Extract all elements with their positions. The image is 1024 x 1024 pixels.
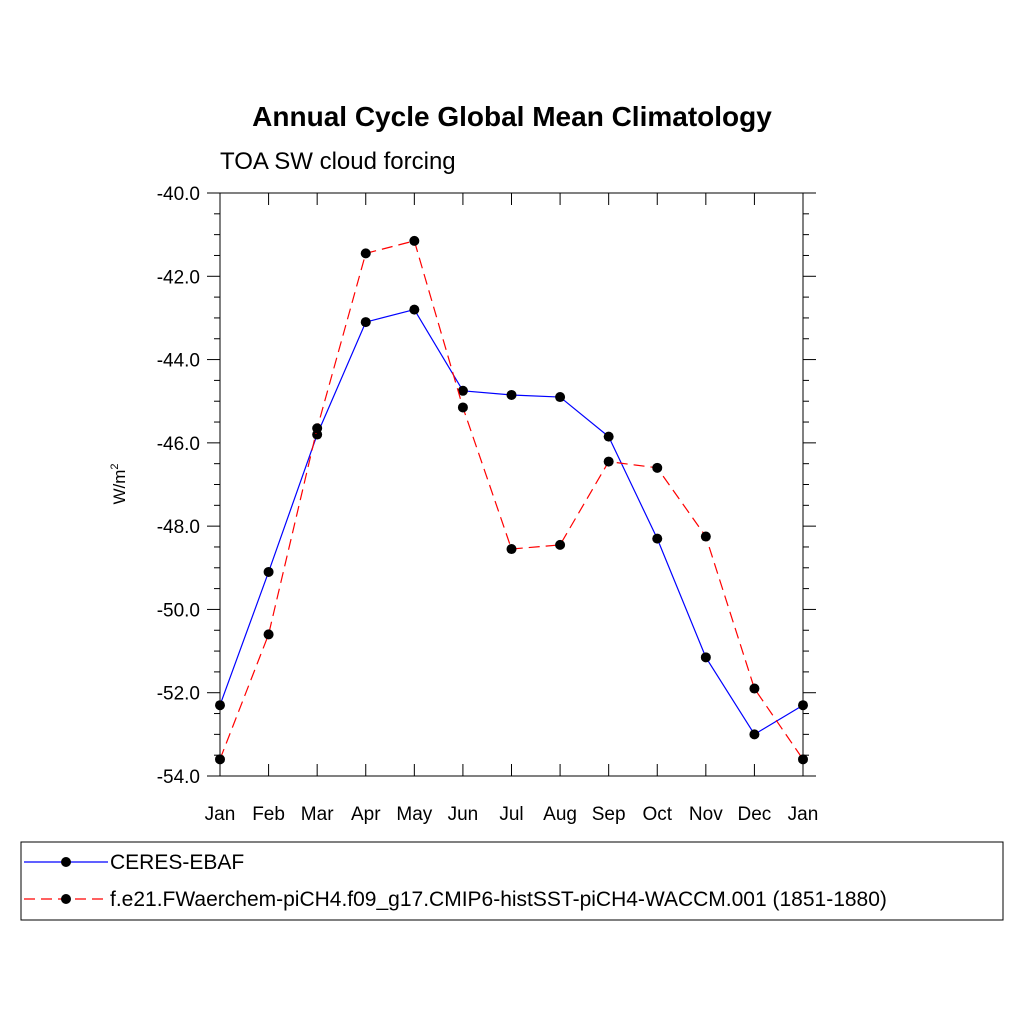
- legend-items: CERES-EBAF f.e21.FWaerchem-piCH4.f09_g17.…: [24, 851, 887, 911]
- data-point: [603, 456, 614, 467]
- legend-item: CERES-EBAF: [24, 851, 244, 874]
- data-point: [263, 566, 274, 577]
- y-tick-label: -50.0: [157, 600, 200, 621]
- data-point: [360, 317, 371, 328]
- y-tick-label: -40.0: [157, 184, 200, 205]
- x-tick-label: Apr: [351, 804, 381, 825]
- chart-subtitle: TOA SW cloud forcing: [220, 148, 456, 175]
- data-point: [652, 462, 663, 473]
- y-tick-label: -48.0: [157, 517, 200, 538]
- y-tick-label: -44.0: [157, 351, 200, 372]
- data-point: [506, 389, 517, 400]
- plot-frame: [219, 192, 804, 777]
- y-axis-label-superscript: 2: [109, 463, 121, 469]
- x-tick-label: Dec: [738, 804, 772, 825]
- data-point: [312, 423, 323, 434]
- y-axis-label-unit: W/m: [110, 470, 129, 505]
- series-line: [219, 308, 804, 736]
- data-point: [215, 700, 225, 711]
- data-point: [263, 629, 274, 640]
- x-tick-label: Jul: [499, 804, 523, 825]
- plot-border: [219, 192, 804, 777]
- x-tick-label: Jan: [205, 804, 236, 825]
- data-point: [457, 385, 468, 396]
- data-point: [700, 652, 711, 663]
- data-point: [798, 700, 808, 711]
- x-tick-label: Oct: [642, 804, 672, 825]
- data-point: [555, 539, 566, 550]
- y-tick-label: -46.0: [157, 434, 200, 455]
- x-tick-label: Nov: [689, 804, 723, 825]
- legend-label: f.e21.FWaerchem-piCH4.f09_g17.CMIP6-hist…: [110, 888, 887, 911]
- data-point: [409, 235, 420, 246]
- y-axis: -40.0 -42.0 -44.0 -46.0 -48.0 -50.0 -52.0 -54.0: [157, 184, 816, 788]
- chart-title: Annual Cycle Global Mean Climatology: [252, 101, 772, 132]
- x-tick-label: Sep: [592, 804, 626, 825]
- x-tick-label: May: [396, 804, 432, 825]
- data-point: [603, 431, 614, 442]
- data-point: [360, 248, 371, 259]
- data-point: [798, 754, 808, 765]
- data-point: [457, 402, 468, 413]
- data-point: [749, 729, 760, 740]
- y-tick-label: -54.0: [157, 767, 200, 788]
- data-point: [215, 754, 225, 765]
- series-layer: [215, 235, 808, 765]
- x-axis: Jan Feb Mar Apr May Jun Jul Aug Sep Oct Nov Dec Jan: [205, 193, 819, 825]
- y-axis-label: W/m2: [109, 463, 129, 504]
- series-line: [219, 240, 804, 760]
- x-tick-label: Mar: [301, 804, 334, 825]
- data-point: [555, 392, 566, 403]
- x-tick-label: Jan: [788, 804, 819, 825]
- y-tick-label: -52.0: [157, 684, 200, 705]
- series-2: [215, 235, 808, 765]
- data-point: [749, 683, 760, 694]
- legend-swatch-marker: [61, 894, 71, 904]
- legend-label: CERES-EBAF: [110, 851, 244, 874]
- legend: CERES-EBAF f.e21.FWaerchem-piCH4.f09_g17.…: [20, 841, 1004, 921]
- y-tick-label: -42.0: [157, 267, 200, 288]
- x-tick-label: Aug: [543, 804, 577, 825]
- legend-box: [20, 841, 1004, 921]
- series-1: [215, 304, 808, 740]
- legend-swatch-marker: [61, 857, 71, 867]
- x-tick-label: Feb: [252, 804, 285, 825]
- data-point: [700, 531, 711, 542]
- legend-item: f.e21.FWaerchem-piCH4.f09_g17.CMIP6-hist…: [24, 888, 887, 911]
- data-point: [409, 304, 420, 315]
- data-point: [652, 533, 663, 544]
- x-tick-label: Jun: [448, 804, 479, 825]
- data-point: [506, 544, 517, 555]
